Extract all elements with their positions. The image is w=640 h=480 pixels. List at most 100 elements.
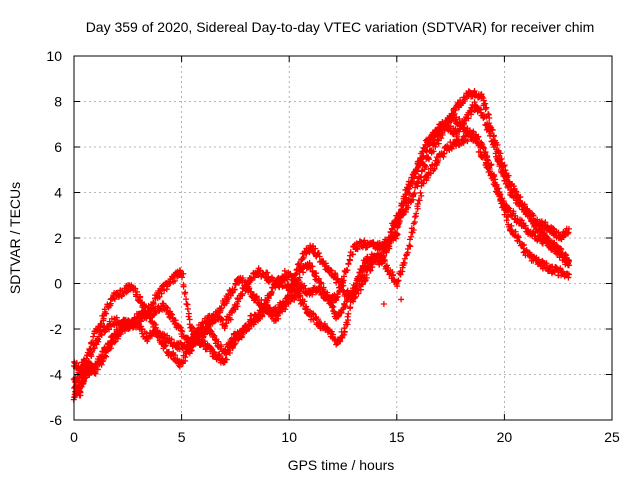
- data-point-marker: [417, 189, 424, 196]
- data-point-marker: [218, 343, 225, 350]
- data-point-marker: [439, 131, 446, 138]
- data-point-marker: [328, 328, 335, 335]
- data-point-marker: [338, 309, 345, 316]
- data-point-marker: [290, 278, 297, 285]
- data-point-marker: [229, 309, 236, 316]
- data-point-marker: [315, 316, 322, 323]
- data-point-marker: [341, 328, 348, 335]
- data-point-marker: [330, 303, 337, 310]
- data-point-marker: [509, 189, 516, 196]
- data-point-marker: [390, 271, 397, 278]
- data-point-marker: [184, 305, 191, 312]
- data-point-marker: [387, 229, 394, 236]
- data-point-marker: [558, 236, 565, 243]
- data-point-marker: [426, 141, 433, 148]
- data-point-marker: [530, 212, 537, 219]
- data-point-marker: [87, 346, 94, 353]
- data-point-marker: [386, 234, 393, 241]
- data-point-marker: [249, 292, 256, 299]
- data-point-marker: [161, 331, 168, 338]
- data-point-marker: [547, 237, 554, 244]
- data-point-marker: [369, 258, 376, 265]
- data-point-marker: [456, 128, 463, 135]
- data-point-marker: [464, 138, 471, 145]
- data-point-marker: [103, 353, 110, 360]
- data-point-marker: [86, 347, 93, 354]
- y-tick-label: -4: [50, 367, 63, 383]
- data-point-marker: [315, 250, 322, 257]
- data-point-marker: [73, 359, 80, 366]
- data-point-marker: [555, 248, 562, 255]
- data-point-marker: [508, 227, 515, 234]
- data-point-marker: [500, 201, 507, 208]
- data-point-marker: [484, 156, 491, 163]
- data-point-marker: [248, 277, 255, 284]
- data-point-marker: [383, 249, 390, 256]
- data-point-marker: [101, 306, 108, 313]
- data-point-marker: [215, 313, 222, 320]
- data-point-marker: [542, 219, 549, 226]
- data-point-marker: [145, 336, 152, 343]
- data-point-marker: [501, 162, 508, 169]
- data-point-marker: [258, 297, 265, 304]
- data-point-marker: [487, 162, 494, 169]
- data-point-marker: [351, 294, 358, 301]
- data-point-marker: [544, 234, 551, 241]
- data-point-marker: [521, 203, 528, 210]
- data-point-marker: [172, 352, 179, 359]
- data-point-marker: [431, 165, 438, 172]
- x-tick-label: 5: [178, 429, 186, 445]
- data-point-marker: [176, 363, 183, 370]
- data-point-marker: [94, 366, 101, 373]
- data-point-marker: [83, 357, 90, 364]
- data-point-marker: [301, 298, 308, 305]
- data-point-marker: [354, 246, 361, 253]
- data-point-marker: [345, 310, 352, 317]
- data-point-marker: [503, 207, 510, 214]
- data-point-marker: [239, 275, 246, 282]
- data-point-marker: [91, 345, 98, 352]
- data-point-marker: [95, 338, 102, 345]
- series-trace-d: [70, 88, 572, 385]
- data-point-marker: [178, 274, 185, 281]
- data-point-marker: [282, 306, 289, 313]
- data-point-marker: [81, 368, 88, 375]
- data-point-marker: [90, 340, 97, 347]
- data-point-marker: [111, 339, 118, 346]
- data-point-marker: [448, 116, 455, 123]
- data-point-marker: [515, 234, 522, 241]
- y-tick-label: 10: [46, 48, 62, 64]
- data-point-marker: [295, 266, 302, 273]
- x-tick-label: 15: [389, 429, 405, 445]
- data-point-marker: [218, 305, 225, 312]
- x-tick-label: 20: [497, 429, 513, 445]
- data-point-marker: [182, 354, 189, 361]
- data-point-marker: [482, 100, 489, 107]
- data-point-marker: [435, 140, 442, 147]
- data-point-marker: [395, 277, 402, 284]
- data-point-marker: [356, 269, 363, 276]
- data-point-marker: [300, 254, 307, 261]
- data-point-marker: [168, 336, 175, 343]
- data-point-marker: [142, 303, 149, 310]
- data-point-marker: [344, 313, 351, 320]
- data-point-marker: [474, 133, 481, 140]
- data-point-marker: [176, 267, 183, 274]
- y-tick-label: 6: [54, 139, 62, 155]
- data-point-marker: [153, 309, 160, 316]
- data-point-marker: [407, 243, 414, 250]
- data-point-marker: [327, 266, 334, 273]
- data-point-marker: [287, 287, 294, 294]
- data-point-marker: [480, 145, 487, 152]
- data-point-marker: [164, 304, 171, 311]
- data-point-marker: [309, 246, 316, 253]
- x-tick-label: 10: [281, 429, 297, 445]
- series-trace-a: [71, 111, 572, 399]
- data-point-marker: [322, 260, 329, 267]
- data-point-marker: [468, 111, 475, 118]
- data-point-marker: [386, 243, 393, 250]
- data-point-marker: [413, 210, 420, 217]
- data-point-marker: [505, 213, 512, 220]
- data-point-marker: [272, 284, 279, 291]
- data-point-marker: [565, 271, 572, 278]
